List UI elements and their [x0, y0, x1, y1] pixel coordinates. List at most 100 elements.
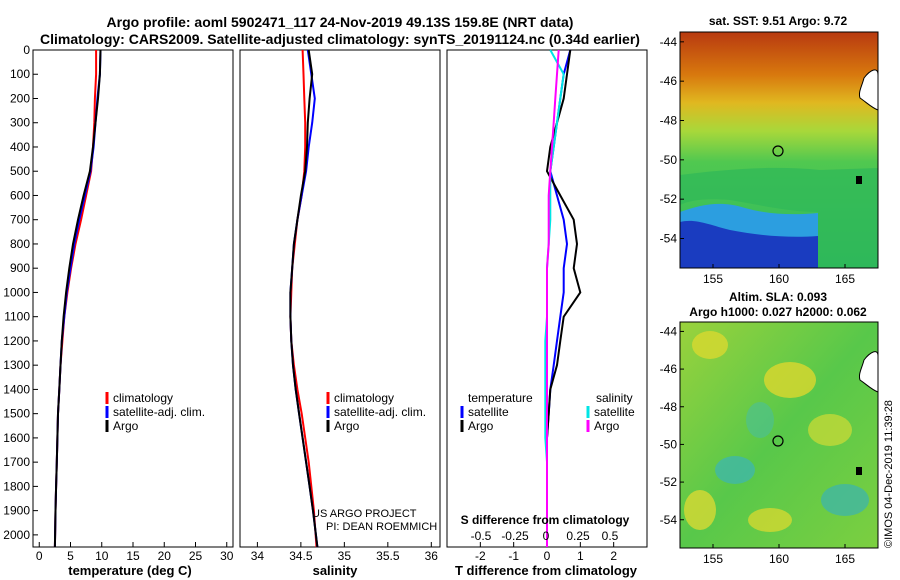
sla-blob — [684, 490, 716, 530]
depth-tick-label: 700 — [10, 213, 30, 227]
x-tick-label: 35.5 — [376, 549, 400, 563]
lat-tick-label: -48 — [660, 114, 678, 128]
sst-green-band — [680, 167, 878, 268]
temperature-axes-frame — [32, 49, 234, 548]
argo-position-marker — [772, 145, 784, 157]
legend-salinity-title: salinity — [596, 391, 633, 405]
lat-tick-label: -52 — [660, 475, 678, 489]
lat-tick-label: -54 — [660, 232, 678, 246]
depth-tick-label: 200 — [10, 91, 30, 105]
header-line2: Climatology: CARS2009. Satellite-adjuste… — [40, 31, 640, 47]
depth-tick-label: 1800 — [3, 479, 30, 493]
project-credit: US ARGO PROJECT — [312, 508, 417, 520]
x-tick-label: 30 — [220, 549, 234, 563]
sst-map-ticks: 155 160 165 -44 -46 -48 -50 -52 -54 — [660, 35, 856, 286]
x-tick-label: 1 — [577, 549, 584, 563]
lat-tick-label: -44 — [660, 324, 678, 338]
lon-tick-label: 165 — [835, 552, 855, 566]
sst-coldest-region — [680, 220, 818, 268]
sla-blob — [715, 456, 755, 484]
depth-tick-label: 300 — [10, 116, 30, 130]
lon-tick-label: 165 — [835, 272, 855, 286]
legend-satellite-label: satellite-adj. clim. — [334, 405, 426, 419]
depth-tick-label: 1600 — [3, 431, 30, 445]
lat-tick-label: -50 — [660, 437, 678, 451]
temperature-ticks: 0 5 10 15 20 25 30 — [36, 542, 234, 563]
header-line1: Argo profile: aoml 5902471_117 24-Nov-20… — [107, 14, 574, 30]
t-difference-xlabel: T difference from climatology — [455, 563, 638, 578]
s-difference-label: S difference from climatology — [461, 513, 630, 527]
depth-tick-label: 1000 — [3, 285, 30, 299]
x-tick-label: -1 — [508, 549, 519, 563]
salinity-panel: 34 34.5 35 35.5 36 salinity climatology sate… — [239, 49, 441, 578]
x-tick-label: 35 — [338, 549, 352, 563]
legend-temperature-title: temperature — [468, 391, 533, 405]
legend-satellite-label: satellite-adj. clim. — [113, 405, 205, 419]
depth-tick-label: 1900 — [3, 504, 30, 518]
legend-climatology-label: climatology — [334, 391, 394, 405]
depth-tick-label: 600 — [10, 188, 30, 202]
x-tick-label: 10 — [95, 549, 109, 563]
lat-tick-label: -48 — [660, 400, 678, 414]
temperature-lines — [53, 49, 102, 548]
sla-blob — [692, 331, 728, 359]
new-zealand-coast — [859, 69, 879, 111]
lat-tick-label: -54 — [660, 513, 678, 527]
x-tick-label: 2 — [610, 549, 617, 563]
temperature-legend: climatology satellite-adj. clim. Argo — [105, 391, 205, 433]
t-difference-ticks: -2 -1 0 1 2 — [475, 542, 617, 563]
salinity-axes-frame — [239, 49, 441, 548]
island-marker — [856, 467, 862, 475]
salinity-xlabel: salinity — [313, 563, 359, 578]
lon-tick-label: 155 — [703, 552, 723, 566]
difference-panel: -2 -1 0 1 2 S difference from climatology -0… — [446, 49, 648, 578]
depth-tick-label: 1400 — [3, 382, 30, 396]
s-tick-label: 0.25 — [566, 529, 590, 543]
sla-map-subtitle: Argo h1000: 0.027 h2000: 0.062 — [689, 305, 867, 319]
argo-position-marker — [772, 435, 784, 447]
sla-blob — [808, 414, 852, 446]
sla-map-ticks: 155 160 165 -44 -46 -48 -50 -52 -54 — [660, 324, 856, 566]
x-tick-label: 0 — [36, 549, 43, 563]
sla-blob — [821, 484, 869, 516]
x-tick-label: 5 — [67, 549, 74, 563]
legend-climatology-label: climatology — [113, 391, 173, 405]
difference-legend: temperature satellite Argo salinity sate… — [460, 391, 635, 433]
legend-argo-label: Argo — [113, 419, 139, 433]
depth-tick-label: 100 — [10, 67, 30, 81]
legend-t-argo-label: Argo — [468, 419, 494, 433]
difference-lines — [544, 49, 582, 547]
x-tick-label: 15 — [126, 549, 140, 563]
depth-tick-label: 500 — [10, 164, 30, 178]
x-tick-label: 0 — [544, 549, 551, 563]
depth-tick-label: 1300 — [3, 358, 30, 372]
sla-map-title: Altim. SLA: 0.093 — [729, 290, 827, 304]
depth-tick-label: 800 — [10, 237, 30, 251]
x-tick-label: 34.5 — [289, 549, 313, 563]
depth-tick-label: 1500 — [3, 407, 30, 421]
x-tick-label: 25 — [189, 549, 203, 563]
depth-tick-label: 900 — [10, 261, 30, 275]
x-tick-label: 36 — [425, 549, 439, 563]
lon-tick-label: 155 — [703, 272, 723, 286]
temperature-panel: 0100200300400500600700800900100011001200… — [3, 43, 233, 578]
series-line-argo — [53, 49, 102, 548]
sla-blob — [746, 402, 774, 438]
x-tick-label: 34 — [251, 549, 265, 563]
temperature-xlabel: temperature (deg C) — [68, 563, 192, 578]
sst-map-panel: sat. SST: 9.51 Argo: 9.72 155 160 165 -44 -4… — [660, 14, 879, 286]
lat-tick-label: -46 — [660, 74, 678, 88]
lon-tick-label: 160 — [769, 272, 789, 286]
depth-ticks: 0 100 200 300 400 500 600 700 800 900 1000 1100 1200… — [3, 43, 38, 542]
depth-tick-label: 400 — [10, 140, 30, 154]
legend-argo-label: Argo — [334, 419, 360, 433]
imos-stamp: ©IMOS 04-Dec-2019 11:39:28 — [883, 400, 895, 548]
lat-tick-label: -52 — [660, 192, 678, 206]
lat-tick-label: -50 — [660, 153, 678, 167]
s-tick-label: -0.5 — [471, 529, 492, 543]
depth-tick-label: 1700 — [3, 455, 30, 469]
lon-tick-label: 160 — [769, 552, 789, 566]
series-line-salinity-argo — [546, 49, 560, 547]
s-tick-label: 0 — [543, 529, 550, 543]
